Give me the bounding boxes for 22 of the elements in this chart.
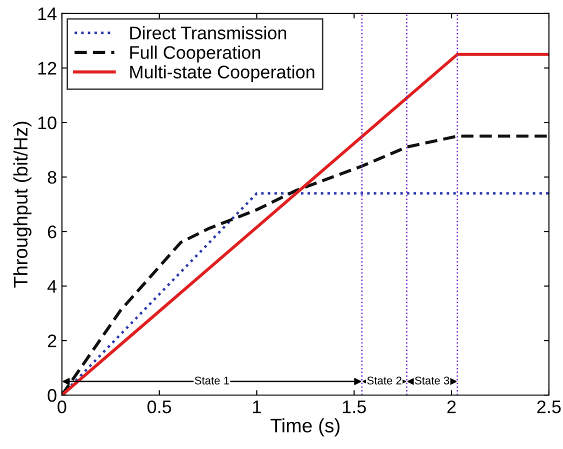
y-tick-label: 4 (47, 280, 57, 293)
y-tick-label: 0 (48, 389, 56, 402)
y-tick-label: 2 (48, 334, 56, 348)
legend-label: Full Cooperation (130, 46, 260, 62)
x-tick-label: 1 (253, 400, 261, 414)
annotation: State 1 (194, 376, 229, 384)
annotation: State 3 (414, 376, 450, 384)
x-tick-label: 0 (58, 400, 66, 414)
y-tick-label: 10 (38, 116, 56, 130)
y-tick-label: 14 (38, 8, 57, 20)
x-tick-label: 1.5 (342, 400, 366, 414)
y-axis-title: Throughput (bit/Hz) (13, 122, 32, 288)
y-tick-label: 6 (48, 225, 56, 238)
x-axis-title: Time (s) (270, 418, 340, 436)
x-tick-label: 2 (447, 400, 456, 414)
y-tick-label: 12 (38, 62, 56, 75)
legend-label: Direct Transmission (130, 26, 286, 40)
y-tick-label: 8 (48, 170, 56, 184)
annotation: State 2 (367, 376, 402, 384)
legend-label: Multi-state Cooperation (130, 65, 314, 82)
x-tick-label: 2.5 (537, 400, 561, 414)
x-tick-label: 0.5 (147, 400, 172, 414)
